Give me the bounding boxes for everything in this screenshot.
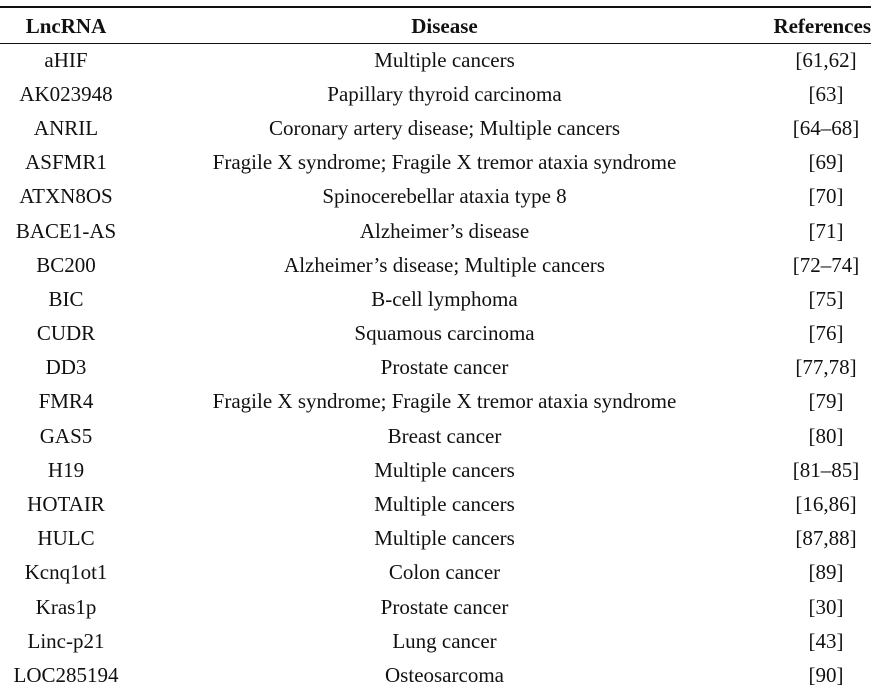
table-row: Linc-p21 Lung cancer [43] [0,624,871,658]
disease-cell: Prostate cancer [380,594,509,619]
table-row: BC200 Alzheimer’s disease; Multiple cance… [0,248,871,282]
table-row: DD3 Prostate cancer [77,78] [0,351,871,385]
lncrna-cell: HULC [37,526,95,551]
disease-cell: Multiple cancers [374,47,515,72]
lncrna-cell: Linc-p21 [27,628,105,653]
disease-cell: Multiple cancers [374,526,515,551]
disease-cell: Osteosarcoma [385,662,504,687]
lncrna-cell: HOTAIR [27,492,105,517]
references-cell: [80] [808,423,844,448]
lncrna-cell: ATXN8OS [19,184,113,209]
disease-cell: Lung cancer [392,628,497,653]
table-row: HOTAIR Multiple cancers [16,86] [0,487,871,521]
column-header-lncrna: LncRNA [25,13,107,38]
table-row: ANRIL Coronary artery disease; Multiple c… [0,111,871,145]
lncrna-cell: ANRIL [33,115,99,140]
disease-cell: Coronary artery disease; Multiple cancer… [268,115,621,140]
table-row: ATXN8OS Spinocerebellar ataxia type 8 [70] [0,180,871,214]
table-row: GAS5 Breast cancer [80] [0,419,871,453]
table-header-rule [0,43,871,44]
lncrna-cell: BC200 [36,252,96,277]
table-row: aHIF Multiple cancers [61,62] [0,43,871,77]
column-header-disease: Disease [411,13,478,38]
table-row: FMR4 Fragile X syndrome; Fragile X tremor… [0,385,871,419]
table-row: Kras1p Prostate cancer [30] [0,590,871,624]
references-cell: [30] [808,594,844,619]
lncrna-cell: DD3 [45,355,87,380]
references-cell: [77,78] [795,355,857,380]
disease-cell: Multiple cancers [374,457,515,482]
table-row: HULC Multiple cancers [87,88] [0,522,871,556]
disease-cell: Fragile X syndrome; Fragile X tremor ata… [212,389,677,414]
references-cell: [43] [808,628,844,653]
table-row: AK023948 Papillary thyroid carcinoma [63] [0,77,871,111]
table-row: ASFMR1 Fragile X syndrome; Fragile X trem… [0,146,871,180]
table-row: H19 Multiple cancers [81–85] [0,453,871,487]
lncrna-cell: BACE1-AS [15,218,117,243]
lncrna-cell: BIC [48,286,84,311]
lncrna-cell: FMR4 [38,389,94,414]
lncrna-cell: Kcnq1ot1 [24,560,108,585]
lncrna-cell: LOC285194 [13,662,119,687]
lncrna-cell: CUDR [36,321,96,346]
references-cell: [16,86] [795,492,857,517]
lncrna-cell: aHIF [44,47,88,72]
references-cell: [75] [808,286,844,311]
lncrna-disease-table: LncRNA Disease References aHIF Multiple c… [0,9,871,693]
references-cell: [79] [808,389,844,414]
lncrna-cell: Kras1p [35,594,97,619]
disease-cell: Alzheimer’s disease; Multiple cancers [284,252,605,277]
column-header-references: References [773,13,871,38]
references-cell: [90] [808,662,844,687]
references-cell: [76] [808,321,844,346]
lncrna-cell: ASFMR1 [25,150,107,175]
references-cell: [64–68] [792,115,860,140]
table-header-row: LncRNA Disease References [0,9,871,43]
references-cell: [71] [808,218,844,243]
table-row: CUDR Squamous carcinoma [76] [0,317,871,351]
disease-cell: Spinocerebellar ataxia type 8 [322,184,567,209]
references-cell: [72–74] [792,252,860,277]
disease-cell: Squamous carcinoma [354,321,535,346]
disease-cell: Prostate cancer [380,355,509,380]
disease-cell: Papillary thyroid carcinoma [327,81,562,106]
references-cell: [87,88] [795,526,857,551]
lncrna-cell: AK023948 [19,81,113,106]
lncrna-cell: GAS5 [39,423,93,448]
references-cell: [81–85] [792,457,860,482]
disease-cell: Multiple cancers [374,492,515,517]
table-top-rule [0,6,871,8]
references-cell: [69] [808,150,844,175]
table-row: BACE1-AS Alzheimer’s disease [71] [0,214,871,248]
disease-cell: Colon cancer [388,560,501,585]
disease-cell: B-cell lymphoma [371,286,518,311]
references-cell: [61,62] [795,47,857,72]
table-row: LOC285194 Osteosarcoma [90] [0,658,871,692]
table-row: BIC B-cell lymphoma [75] [0,282,871,316]
references-cell: [89] [808,560,844,585]
disease-cell: Fragile X syndrome; Fragile X tremor ata… [212,150,677,175]
references-cell: [70] [808,184,844,209]
disease-cell: Breast cancer [387,423,502,448]
disease-cell: Alzheimer’s disease [359,218,530,243]
table-row: Kcnq1ot1 Colon cancer [89] [0,556,871,590]
table-body: aHIF Multiple cancers [61,62] AK023948 Papil… [0,43,871,693]
references-cell: [63] [808,81,844,106]
lncrna-cell: H19 [47,457,85,482]
